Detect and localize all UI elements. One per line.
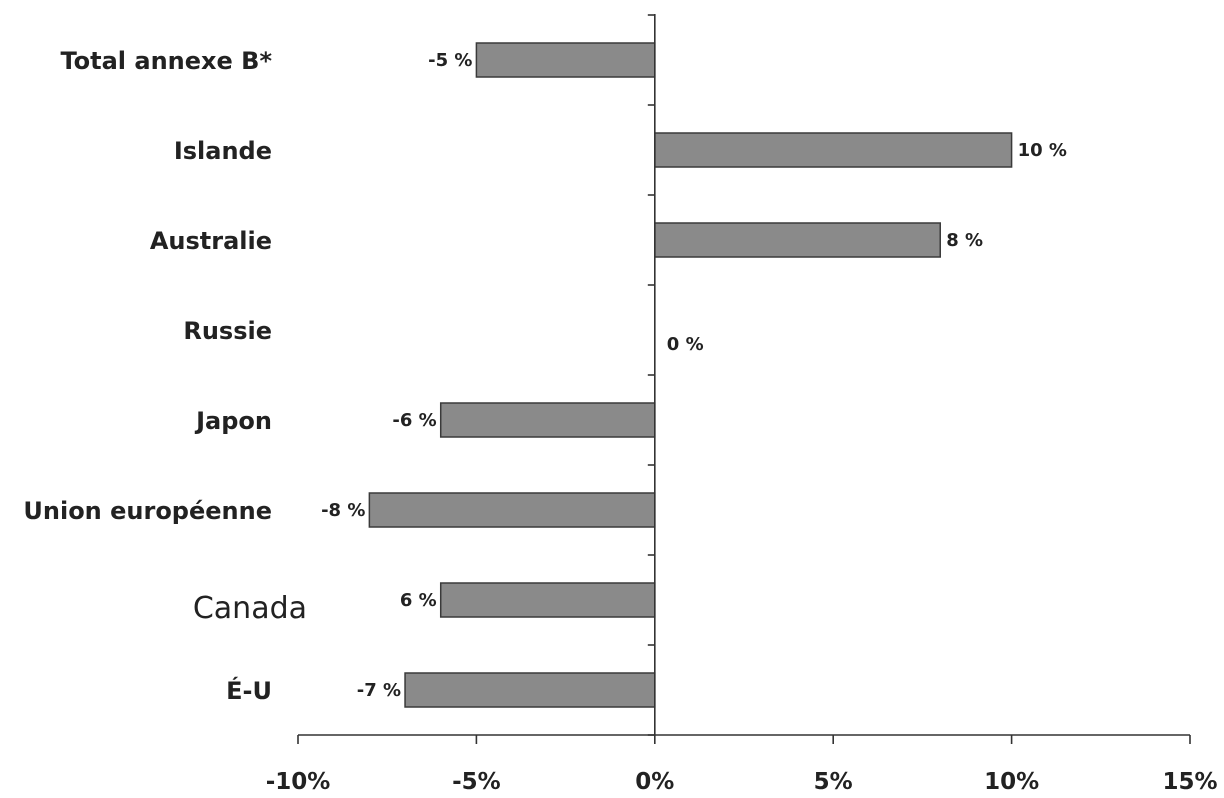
value-label-japon: -6 % bbox=[392, 410, 436, 431]
x-tick-label: 0% bbox=[635, 769, 674, 795]
x-tick-label: 5% bbox=[814, 769, 853, 795]
bar-canada bbox=[439, 582, 656, 618]
bars-layer bbox=[368, 42, 1013, 708]
bar-australie bbox=[654, 222, 941, 258]
category-label-canada: Canada bbox=[193, 591, 307, 626]
value-label-canada: 6 % bbox=[400, 590, 437, 611]
category-label-australie: Australie bbox=[150, 227, 272, 255]
value-label-russie: 0 % bbox=[667, 334, 704, 355]
value-label-total-annexe-b: -5 % bbox=[428, 50, 472, 71]
x-tick-label: 10% bbox=[984, 769, 1039, 795]
labels-layer: -10% -5% 0% 5% 10% 15% Total annexe B* -5 % Isla… bbox=[23, 47, 1217, 795]
x-tick-label: -10% bbox=[266, 769, 331, 795]
category-label-russie: Russie bbox=[183, 317, 272, 345]
category-label-total-annexe-b: Total annexe B* bbox=[60, 47, 272, 75]
category-label-japon: Japon bbox=[194, 407, 272, 435]
value-label-e-u: -7 % bbox=[357, 680, 401, 701]
bar-japon bbox=[439, 402, 656, 438]
x-tick-label: 15% bbox=[1162, 769, 1217, 795]
category-label-islande: Islande bbox=[174, 137, 272, 165]
x-tick-label: -5% bbox=[452, 769, 501, 795]
bar-islande bbox=[654, 132, 1013, 168]
bar-union-europeenne bbox=[368, 492, 656, 528]
bar-e-u bbox=[404, 672, 656, 708]
bar-total-annexe-b bbox=[475, 42, 656, 78]
category-label-union-europeenne: Union européenne bbox=[23, 497, 272, 525]
value-label-islande: 10 % bbox=[1018, 140, 1067, 161]
value-label-australie: 8 % bbox=[946, 230, 983, 251]
value-label-union-europeenne: -8 % bbox=[321, 500, 365, 521]
axis-layer bbox=[297, 14, 1191, 744]
category-label-e-u: É-U bbox=[226, 676, 272, 705]
